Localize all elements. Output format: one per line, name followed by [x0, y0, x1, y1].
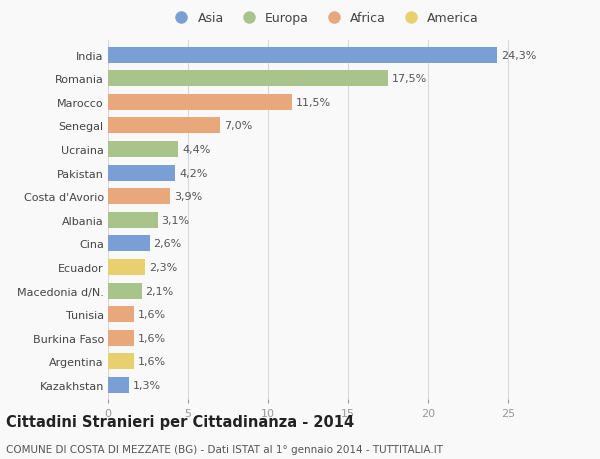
Text: 2,6%: 2,6% — [154, 239, 182, 249]
Bar — [108, 330, 134, 346]
Text: 7,0%: 7,0% — [224, 121, 252, 131]
Text: 1,6%: 1,6% — [137, 333, 166, 343]
Text: 1,6%: 1,6% — [137, 309, 166, 319]
Text: 24,3%: 24,3% — [501, 50, 536, 61]
Text: 11,5%: 11,5% — [296, 98, 331, 107]
Bar — [108, 71, 388, 87]
Bar — [108, 47, 497, 63]
Text: 2,1%: 2,1% — [146, 286, 174, 296]
Bar — [108, 165, 175, 181]
Bar — [108, 189, 170, 205]
Text: 3,1%: 3,1% — [161, 215, 190, 225]
Bar — [108, 95, 292, 111]
Bar — [108, 213, 158, 228]
Bar — [108, 283, 142, 299]
Text: 3,9%: 3,9% — [175, 192, 203, 202]
Legend: Asia, Europa, Africa, America: Asia, Europa, Africa, America — [166, 10, 482, 28]
Bar — [108, 236, 149, 252]
Bar — [108, 377, 129, 393]
Text: 17,5%: 17,5% — [392, 74, 427, 84]
Bar — [108, 353, 134, 369]
Text: 4,4%: 4,4% — [182, 145, 211, 155]
Text: Cittadini Stranieri per Cittadinanza - 2014: Cittadini Stranieri per Cittadinanza - 2… — [6, 414, 354, 429]
Bar — [108, 307, 134, 323]
Text: 1,3%: 1,3% — [133, 380, 161, 390]
Text: COMUNE DI COSTA DI MEZZATE (BG) - Dati ISTAT al 1° gennaio 2014 - TUTTITALIA.IT: COMUNE DI COSTA DI MEZZATE (BG) - Dati I… — [6, 444, 443, 454]
Bar — [108, 259, 145, 275]
Text: 1,6%: 1,6% — [137, 357, 166, 367]
Bar — [108, 118, 220, 134]
Text: 2,3%: 2,3% — [149, 263, 177, 273]
Bar — [108, 142, 178, 157]
Text: 4,2%: 4,2% — [179, 168, 208, 178]
